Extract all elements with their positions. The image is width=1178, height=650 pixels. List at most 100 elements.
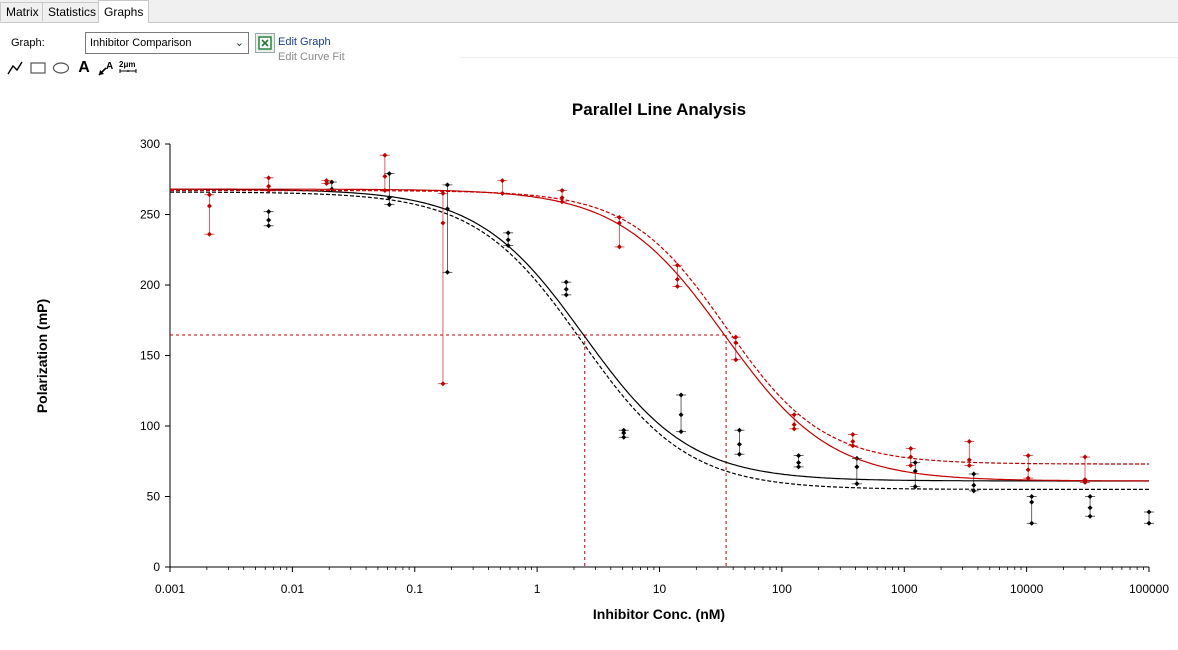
data-point: [1082, 479, 1088, 485]
data-point: [1087, 505, 1093, 511]
svg-text:2μm: 2μm: [119, 60, 135, 69]
x-tick-label: 0.01: [281, 582, 305, 596]
graph-label: Graph:: [11, 37, 45, 49]
edit-curve-fit-link: Edit Curve Fit: [278, 51, 345, 63]
data-point: [674, 262, 680, 268]
scale-bar-tool-icon[interactable]: 2μm: [118, 59, 138, 77]
data-point: [971, 488, 977, 494]
data-point: [1029, 520, 1035, 526]
data-point: [908, 454, 914, 460]
data-point: [499, 190, 505, 196]
data-point: [440, 190, 446, 196]
x-tick-label: 100: [772, 582, 792, 596]
data-point: [791, 426, 797, 432]
y-tick-label: 200: [140, 278, 160, 292]
data-point: [616, 244, 622, 250]
data-point: [440, 381, 446, 387]
data-point: [266, 209, 272, 215]
graph-select[interactable]: Inhibitor Comparison ⌄: [85, 32, 249, 54]
chevron-down-icon: ⌄: [234, 37, 244, 49]
x-tick-label: 0.1: [406, 582, 423, 596]
data-point: [674, 276, 680, 282]
fit-curve-series-1: [170, 188, 1149, 482]
data-point: [1025, 453, 1031, 459]
data-point: [678, 412, 684, 418]
data-point: [206, 231, 212, 237]
divider: [460, 57, 1178, 58]
data-point: [736, 427, 742, 433]
data-point: [908, 462, 914, 468]
data-point: [505, 243, 511, 249]
edit-graph-link[interactable]: Edit Graph: [278, 36, 331, 48]
graph-select-value: Inhibitor Comparison: [90, 37, 192, 49]
data-point: [505, 230, 511, 236]
data-point: [444, 206, 450, 212]
data-point: [266, 223, 272, 229]
data-point: [382, 173, 388, 179]
data-point: [1087, 494, 1093, 499]
line-tool-icon[interactable]: [6, 59, 24, 77]
data-point: [674, 283, 680, 289]
ellipse-tool-icon[interactable]: [52, 59, 70, 77]
data-point: [621, 434, 627, 440]
data-point: [1146, 520, 1152, 526]
y-tick-label: 0: [153, 560, 160, 574]
data-point: [966, 462, 972, 468]
y-tick-label: 100: [140, 419, 160, 433]
data-point: [386, 171, 392, 177]
data-point: [505, 237, 511, 243]
data-point: [678, 429, 684, 435]
data-point: [266, 188, 272, 194]
x-axis-label: Inhibitor Conc. (nM): [593, 606, 725, 622]
data-point: [444, 269, 450, 275]
data-point: [1029, 499, 1035, 505]
data-point: [1082, 477, 1088, 483]
data-point: [559, 195, 565, 201]
data-point: [266, 217, 272, 223]
data-point: [621, 427, 627, 433]
data-point: [1082, 454, 1088, 460]
data-point: [736, 441, 742, 447]
data-point: [733, 334, 739, 340]
data-point: [440, 220, 446, 226]
y-axis-label: Polarization (mP): [34, 299, 50, 413]
excel-export-icon[interactable]: [255, 33, 275, 53]
data-point: [206, 192, 212, 198]
data-point: [908, 446, 914, 452]
rectangle-tool-icon[interactable]: [29, 59, 47, 77]
data-point: [1025, 467, 1031, 473]
data-point: [382, 188, 388, 194]
data-point: [850, 439, 856, 445]
data-point: [559, 199, 565, 205]
data-point: [912, 484, 918, 490]
tab-statistics[interactable]: Statistics: [42, 2, 103, 21]
data-point: [616, 220, 622, 226]
data-point: [971, 471, 977, 477]
y-tick-label: 50: [147, 490, 161, 504]
x-tick-label: 1000: [891, 582, 918, 596]
svg-text:A: A: [106, 61, 113, 72]
data-point: [563, 279, 569, 285]
arrow-text-tool-icon[interactable]: A: [97, 59, 115, 77]
data-point: [850, 443, 856, 449]
fit-curve-series-0: [170, 188, 1149, 482]
tab-bar: Matrix Statistics Graphs: [0, 0, 1178, 23]
y-tick-label: 300: [140, 137, 160, 151]
data-point: [1146, 509, 1152, 515]
text-tool-icon[interactable]: A: [78, 59, 90, 76]
tab-graphs[interactable]: Graphs: [98, 0, 150, 23]
data-point: [1025, 475, 1031, 481]
y-tick-label: 150: [140, 349, 160, 363]
data-point: [559, 188, 565, 194]
data-point: [791, 422, 797, 428]
fit-curve-dashed-series-0: [170, 191, 1149, 490]
data-point: [1087, 513, 1093, 519]
data-point: [733, 357, 739, 363]
data-point: [678, 392, 684, 398]
tab-matrix[interactable]: Matrix: [0, 2, 45, 21]
data-point: [563, 286, 569, 292]
data-point: [966, 457, 972, 463]
data-point: [1029, 494, 1035, 499]
data-point: [323, 180, 329, 186]
